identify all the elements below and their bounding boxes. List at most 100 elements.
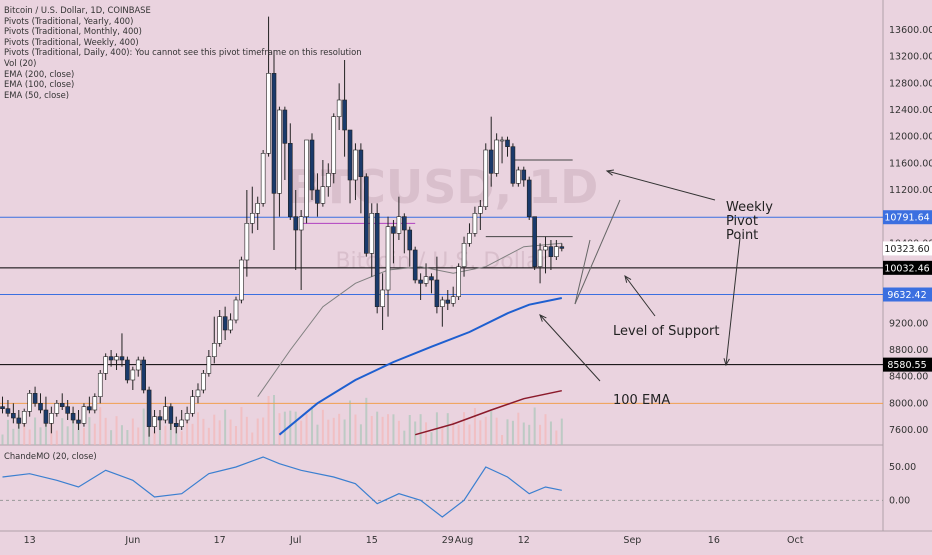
- legend-study-volume[interactable]: Vol (20): [4, 57, 37, 68]
- candle-body: [217, 316, 222, 344]
- candle-body: [315, 189, 320, 204]
- price-tag: [883, 357, 932, 372]
- candle-body: [54, 403, 60, 414]
- volume-bar: [34, 417, 37, 445]
- legend-study-pivots-daily[interactable]: Pivots (Traditional, Daily, 400): You ca…: [4, 47, 362, 58]
- candle-body: [429, 276, 434, 281]
- legend-study-ema-200[interactable]: EMA (200, close): [4, 68, 75, 79]
- candle-body: [559, 246, 565, 249]
- volume-bar: [392, 414, 395, 445]
- candle-body: [434, 279, 440, 307]
- candle-body: [206, 356, 212, 374]
- volume-bar: [408, 415, 411, 445]
- candle-body: [499, 139, 505, 142]
- price-tick-label: 13600.00: [889, 25, 932, 36]
- candle-body: [418, 279, 423, 284]
- candle-body: [347, 129, 353, 181]
- volume-bar: [202, 418, 205, 445]
- time-tick-label: Oct: [787, 535, 804, 546]
- oscillator-legend[interactable]: ChandeMO (20, close): [4, 451, 97, 461]
- candle-body: [461, 243, 467, 267]
- candle-body: [233, 299, 239, 321]
- candle-body: [532, 216, 537, 267]
- candle-body: [141, 359, 146, 391]
- price-tick-label: 8400.00: [889, 372, 928, 383]
- time-tick-label: 29: [442, 535, 454, 546]
- volume-bar: [66, 426, 69, 445]
- oscillator-tick-label: 50.00: [889, 462, 916, 473]
- time-tick-label: 17: [214, 535, 226, 546]
- volume-bar: [381, 416, 384, 445]
- candle-body: [478, 206, 483, 214]
- candle-body: [353, 149, 358, 181]
- volume-bar: [468, 424, 471, 445]
- legend-study-pivots-monthly[interactable]: Pivots (Traditional, Monthly, 400): [4, 26, 142, 37]
- candle-body: [27, 393, 32, 412]
- candle-body: [21, 411, 27, 424]
- arrow-weekly-pivot-2: [725, 237, 741, 366]
- volume-bar: [110, 430, 113, 445]
- candle-body: [412, 249, 418, 281]
- volume-bar: [473, 408, 476, 445]
- volume-bar: [191, 423, 194, 445]
- time-tick-label: Jul: [289, 535, 301, 546]
- volume-bar: [403, 430, 406, 445]
- volume-bar: [77, 422, 80, 445]
- volume-bar: [365, 397, 368, 445]
- candle-body: [467, 233, 472, 244]
- volume-bar: [484, 416, 487, 445]
- volume-bar: [321, 409, 324, 445]
- candle-body: [70, 413, 76, 421]
- oscillator-tick-label: 0.00: [889, 495, 910, 506]
- volume-bar: [370, 416, 373, 445]
- candle-body: [298, 216, 304, 231]
- time-tick-label: Sep: [623, 535, 641, 546]
- volume-bar: [452, 421, 455, 445]
- volume-bar: [522, 422, 525, 445]
- legend-study-ema-100[interactable]: EMA (100, close): [4, 79, 75, 90]
- arrow-100-ema: [539, 314, 601, 382]
- volume-bar: [61, 418, 64, 445]
- candle-body: [331, 116, 337, 174]
- volume-bar: [72, 412, 75, 445]
- candle-body: [336, 99, 342, 117]
- volume-bar: [104, 417, 107, 445]
- annotation-level-of-support: Level of Support: [613, 324, 720, 339]
- time-tick-label: Jun: [124, 535, 140, 546]
- legend-symbol[interactable]: Bitcoin / U.S. Dollar, 1D, COINBASE: [4, 5, 151, 15]
- candle-body: [391, 226, 396, 234]
- volume-bar: [549, 421, 552, 445]
- price-tick-label: 12800.00: [889, 78, 932, 89]
- candle-body: [516, 169, 521, 184]
- candle-body: [260, 153, 266, 204]
- legend-study-pivots-weekly[interactable]: Pivots (Traditional, Weekly, 400): [4, 36, 139, 47]
- price-tick-label: 8800.00: [889, 345, 928, 356]
- candle-body: [364, 176, 369, 254]
- volume-bar: [419, 414, 422, 445]
- volume-bar: [1, 434, 4, 445]
- candle-body: [211, 343, 217, 357]
- candle-body: [16, 417, 22, 424]
- volume-bar: [506, 419, 509, 445]
- ema-200-line: [414, 389, 562, 436]
- candle-body: [97, 373, 103, 397]
- candle-body: [271, 73, 277, 194]
- volume-bar: [457, 424, 460, 445]
- legend-study-pivots-yearly[interactable]: Pivots (Traditional, Yearly, 400): [4, 15, 134, 26]
- volume-bar: [99, 407, 102, 445]
- annotation-100-ema: 100 EMA: [613, 393, 670, 408]
- legend-study-ema-50[interactable]: EMA (50, close): [4, 89, 69, 100]
- candle-body: [488, 149, 494, 174]
- volume-bar: [273, 395, 275, 445]
- price-tick-label: 12400.00: [889, 105, 932, 116]
- volume-bar: [289, 410, 292, 445]
- volume-bar: [283, 411, 286, 445]
- volume-bar: [186, 417, 189, 445]
- candle-body: [179, 419, 184, 427]
- candle-body: [244, 223, 250, 261]
- candle-body: [32, 393, 38, 404]
- volume-bar: [55, 430, 58, 445]
